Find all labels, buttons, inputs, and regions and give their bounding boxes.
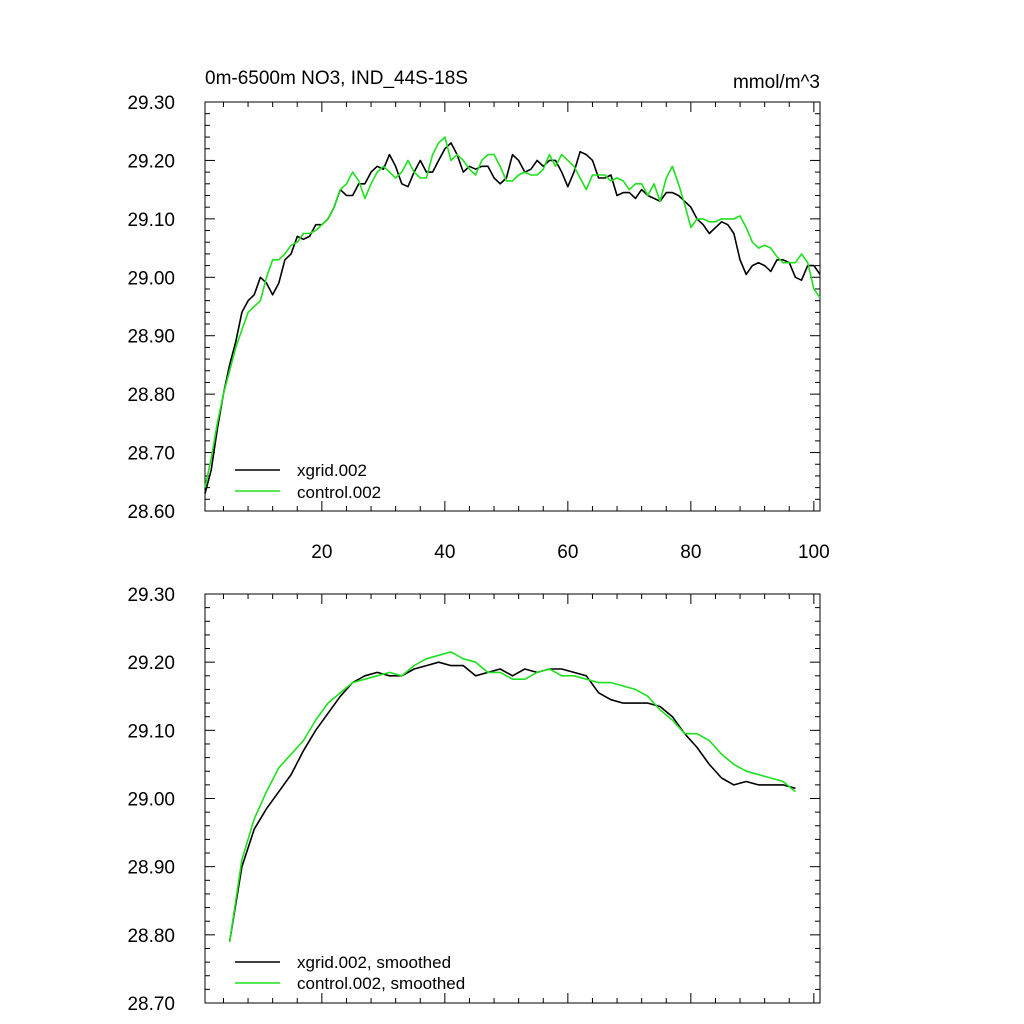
y-tick-label: 29.00 (127, 790, 175, 811)
y-tick-label: 29.00 (127, 268, 175, 289)
y-tick-label: 28.90 (127, 327, 175, 348)
top-axis-ticks: 28.60 28.70 28.80 28.90 29.00 29.10 29.20 29.30… (127, 93, 829, 563)
x-tick-label: 80 (680, 542, 701, 563)
legend-label-xgrid-smoothed: xgrid.002, smoothed (297, 953, 451, 972)
top-legend: xgrid.002 control.002 (235, 461, 381, 502)
y-tick-label: 29.30 (127, 585, 175, 606)
y-tick-label: 29.10 (127, 721, 175, 742)
bottom-axis-ticks: 28.70 28.80 28.90 29.00 29.10 29.20 29.30 (127, 585, 820, 1015)
y-tick-label: 29.30 (127, 93, 175, 114)
bottom-series-lines (228, 651, 796, 942)
x-tick-label: 60 (557, 542, 578, 563)
x-tick-label: 100 (798, 542, 830, 563)
y-tick-label: 28.90 (127, 858, 175, 879)
y-tick-label: 29.10 (127, 210, 175, 231)
legend-label-control-smoothed: control.002, smoothed (297, 974, 465, 993)
y-tick-label: 28.70 (127, 444, 175, 465)
y-tick-label: 28.70 (127, 994, 175, 1015)
bottom-series-xgrid-002-smoothed (228, 661, 796, 942)
y-tick-label: 29.20 (127, 653, 175, 674)
top-plot-frame (204, 101, 821, 512)
y-tick-label: 28.60 (127, 502, 175, 523)
x-tick-label: 40 (434, 542, 455, 563)
bottom-legend: xgrid.002, smoothed control.002, smoothe… (235, 953, 465, 993)
chart-title: 0m-6500m NO3, IND_44S-18S (205, 68, 468, 89)
bottom-plot-frame (204, 593, 821, 1004)
top-series-xgrid-002 (204, 142, 821, 494)
legend-label-control: control.002 (297, 483, 381, 502)
y-tick-label: 29.20 (127, 151, 175, 172)
units-label: mmol/m^3 (733, 72, 820, 93)
x-tick-label: 20 (311, 542, 332, 563)
top-series-control-002 (204, 136, 821, 488)
top-series-lines (204, 136, 821, 494)
y-tick-label: 28.80 (127, 926, 175, 947)
legend-label-xgrid: xgrid.002 (297, 461, 367, 480)
y-tick-label: 28.80 (127, 385, 175, 406)
bottom-series-control-002-smoothed (228, 651, 796, 942)
